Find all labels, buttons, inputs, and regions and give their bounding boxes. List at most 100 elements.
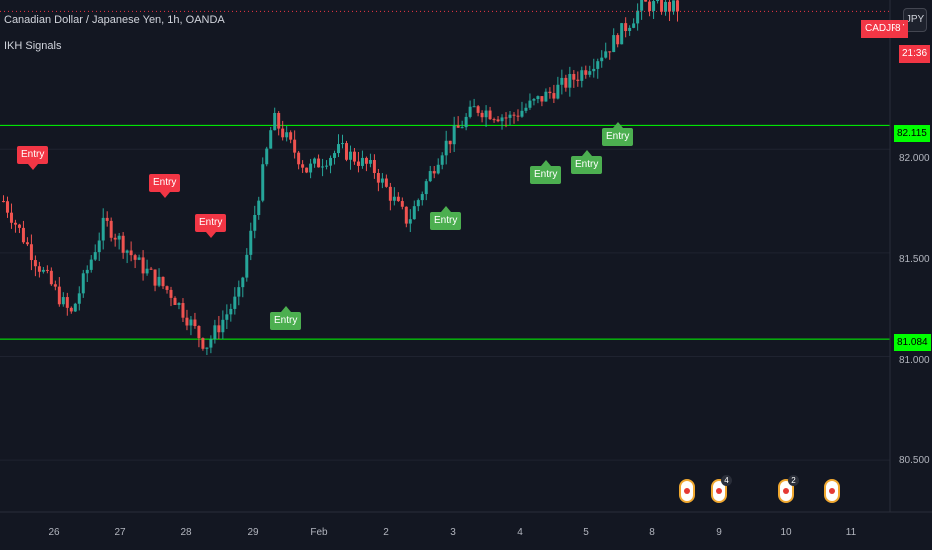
arrow-down-icon — [27, 164, 38, 170]
candle-body — [652, 1, 656, 11]
event-flag-icon — [829, 488, 835, 494]
candle-body — [532, 99, 536, 101]
buy-entry-signal[interactable]: Entry — [571, 150, 603, 174]
candle-body — [660, 0, 664, 12]
candle-body — [173, 297, 177, 305]
candle-body — [309, 163, 313, 173]
candle-body — [29, 244, 33, 261]
arrow-up-icon — [540, 160, 551, 166]
candle-body — [360, 157, 364, 166]
candle-body — [2, 201, 5, 203]
candle-body — [612, 35, 616, 53]
candle-body — [109, 220, 113, 238]
candle-body — [636, 10, 640, 24]
candle-body — [592, 68, 596, 72]
level-label-upper: 82.115 — [894, 125, 930, 142]
candle-body — [676, 0, 680, 12]
economic-event-icon[interactable] — [679, 479, 695, 503]
candle-body — [476, 106, 480, 113]
candle-body — [452, 125, 456, 145]
candle-body — [444, 140, 448, 156]
candle-body — [101, 217, 105, 241]
candle-body — [460, 127, 464, 129]
sell-entry-signal[interactable]: Entry — [17, 146, 49, 170]
candle-body — [344, 143, 348, 160]
candle-body — [197, 326, 201, 339]
candle-body — [600, 57, 604, 62]
candle-body — [21, 227, 25, 243]
candle-body — [396, 196, 400, 202]
candle-body — [81, 273, 85, 294]
candle-body — [540, 96, 544, 102]
buy-entry-signal[interactable]: Entry — [430, 206, 462, 230]
signal-label: Entry — [195, 214, 227, 232]
candle-body — [616, 35, 620, 45]
candle-body — [181, 303, 185, 318]
candle-body — [285, 132, 289, 138]
candle-body — [41, 269, 45, 272]
price-tick: 81.500 — [899, 254, 930, 265]
candle-body — [37, 266, 41, 272]
signal-label: Entry — [17, 146, 49, 164]
event-flag-icon — [684, 488, 690, 494]
candle-body — [420, 194, 424, 201]
candle-body — [225, 314, 229, 320]
candle-body — [125, 250, 129, 253]
candle-body — [281, 128, 285, 138]
candle-body — [245, 254, 249, 278]
candle-body — [352, 151, 356, 162]
candle-body — [13, 222, 17, 225]
candle-body — [277, 112, 281, 129]
price-tick: 81.000 — [899, 355, 930, 366]
candle-body — [113, 237, 117, 240]
buy-entry-signal[interactable]: Entry — [530, 160, 562, 184]
time-tick: 26 — [48, 527, 60, 538]
candle-body — [209, 339, 213, 348]
time-tick: 2 — [383, 527, 389, 538]
candle-body — [528, 100, 532, 108]
candle-body — [368, 159, 372, 164]
candle-body — [193, 319, 197, 327]
candle-body — [512, 114, 516, 116]
candle-body — [516, 115, 520, 117]
indicator-name[interactable]: IKH Signals — [4, 40, 62, 52]
sell-entry-signal[interactable]: Entry — [195, 214, 227, 238]
candle-body — [480, 112, 484, 118]
candle-body — [217, 325, 221, 333]
candle-body — [376, 173, 380, 183]
time-tick: 4 — [517, 527, 523, 538]
candle-body — [105, 217, 109, 221]
economic-event-icon[interactable]: 4 — [711, 475, 732, 503]
candle-body — [400, 201, 404, 207]
candle-body — [388, 186, 392, 201]
signal-label: Entry — [530, 166, 562, 184]
candle-body — [580, 70, 584, 81]
candle-body — [588, 71, 592, 75]
candle-body — [297, 152, 301, 165]
candle-body — [9, 212, 13, 223]
event-count: 4 — [721, 475, 732, 486]
candle-body — [313, 158, 317, 164]
candle-body — [53, 284, 57, 287]
economic-event-icon[interactable] — [824, 479, 840, 503]
candle-body — [604, 51, 608, 58]
candle-body — [496, 119, 500, 122]
buy-entry-signal[interactable]: Entry — [602, 122, 634, 146]
arrow-down-icon — [159, 192, 170, 198]
economic-event-icon[interactable]: 2 — [778, 475, 799, 503]
time-tick: 27 — [114, 527, 126, 538]
candle-body — [65, 297, 69, 308]
candle-body — [249, 230, 253, 255]
candle-body — [293, 139, 297, 153]
candle-body — [440, 155, 444, 165]
candle-body — [117, 235, 121, 240]
candle-body — [448, 140, 452, 145]
sell-entry-signal[interactable]: Entry — [149, 174, 181, 198]
candle-body — [77, 293, 81, 304]
time-tick: 3 — [450, 527, 456, 538]
buy-entry-signal[interactable]: Entry — [270, 306, 302, 330]
time-tick: Feb — [310, 527, 328, 538]
arrow-up-icon — [440, 206, 451, 212]
